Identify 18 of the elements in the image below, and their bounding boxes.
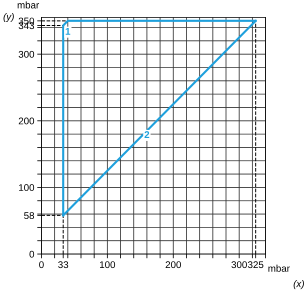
y-tick-label: 100 xyxy=(19,184,34,192)
text: (x) xyxy=(294,280,304,290)
x-tick-label: 325 xyxy=(248,261,264,268)
x-tick-label: 300 xyxy=(231,261,247,268)
y-tick-label: 58 xyxy=(24,212,34,220)
y-tick-label: 200 xyxy=(18,118,34,124)
x-tick-label: 100 xyxy=(100,261,116,268)
text: (y) xyxy=(4,12,14,22)
y-tick-label: 0 xyxy=(29,250,34,258)
annotation: 2 xyxy=(144,131,150,138)
y-axis-title: mbar xyxy=(18,1,40,9)
x-axis-title: mbar xyxy=(268,264,290,272)
x-tick-label: 33 xyxy=(58,261,68,268)
x-tick-label: 200 xyxy=(166,261,182,268)
y-tick-label: 350 xyxy=(18,18,34,24)
annotation: 1 xyxy=(66,28,70,35)
x-tick-label: 0 xyxy=(39,261,44,268)
y-tick-label: 300 xyxy=(18,50,34,58)
